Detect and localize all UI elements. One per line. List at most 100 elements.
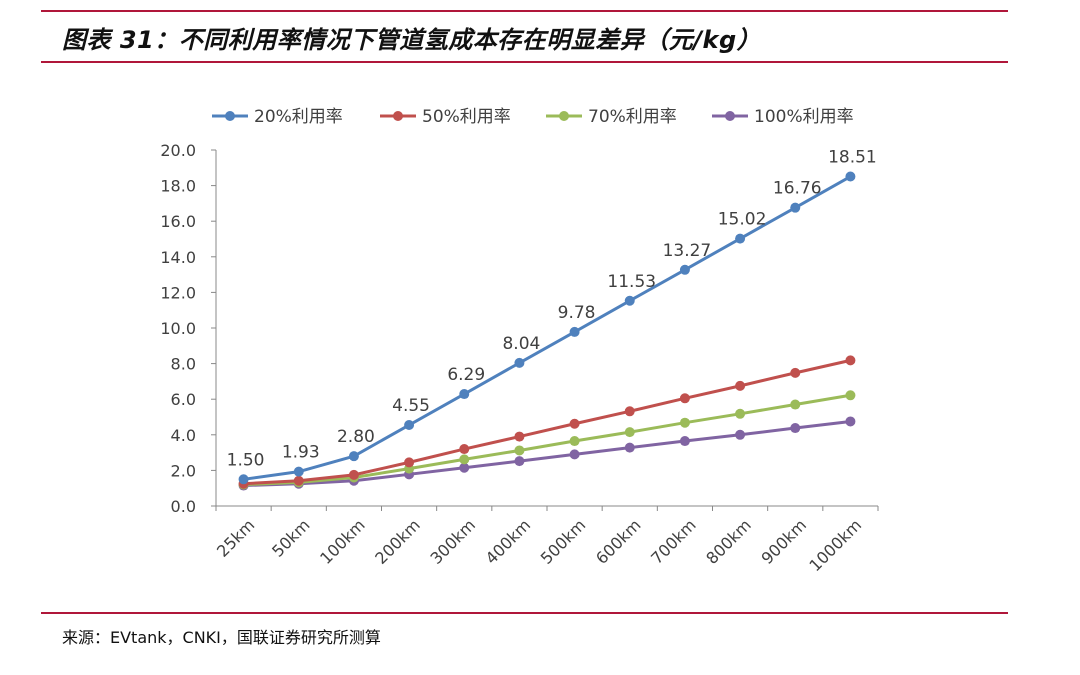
data-label: 2.80 [337,427,375,447]
top-rule [41,10,1008,12]
series-line [243,419,851,488]
data-point [735,380,746,391]
series-group [238,390,856,490]
data-point [348,469,359,480]
data-point [404,457,415,468]
legend-item: 100%利用率 [712,107,854,127]
data-point [293,475,304,486]
data-label: 11.53 [607,272,656,292]
data-point [624,295,635,306]
y-tick-label: 18.0 [160,177,196,196]
data-point [569,436,580,447]
title-underline [41,61,1008,63]
data-point [569,326,580,337]
legend-label: 100%利用率 [754,107,854,127]
data-point [514,445,525,456]
data-point [293,466,304,477]
series-line [243,358,851,486]
data-point [845,416,856,427]
legend-label: 50%利用率 [422,107,511,127]
legend-swatch-marker [725,111,735,121]
data-label: 18.51 [828,148,877,168]
data-point [790,202,801,213]
series-group [238,355,856,489]
data-point [624,427,635,438]
data-point [845,390,856,401]
x-tick-label: 800km [702,515,755,568]
y-tick-label: 14.0 [160,248,196,267]
data-point [569,418,580,429]
line-chart: 20%利用率 50%利用率 70%利用率 100%利用率 0.0 2.0 4.0 6.0 8.… [160,107,879,575]
series-line [243,175,852,481]
data-point [735,408,746,419]
x-tick-label: 700km [647,515,700,568]
x-tick-label: 25km [213,515,258,560]
data-point [238,474,249,485]
data-point [624,406,635,417]
y-tick-label: 0.0 [171,497,196,516]
data-label: 4.55 [392,396,430,416]
chart-legend: 20%利用率 50%利用率 70%利用率 100%利用率 [212,107,854,127]
data-point [348,451,359,462]
data-point [679,264,690,275]
x-tick-label: 600km [592,515,645,568]
series-layer [238,171,856,491]
legend-swatch-marker [393,111,403,121]
y-axis: 0.0 2.0 4.0 6.0 8.0 10.0 12.0 14.0 16.0 18.0 20.0 [160,141,217,516]
data-point [679,417,690,428]
data-label: 16.76 [773,179,822,199]
legend-item: 20%利用率 [212,107,343,127]
data-point [735,429,746,440]
data-point [514,431,525,442]
data-label: 9.78 [558,303,596,323]
x-tick-label: 300km [426,515,479,568]
y-tick-label: 4.0 [171,426,196,445]
data-point [514,456,525,467]
data-point [845,171,856,182]
x-tick-label: 1000km [805,515,865,575]
data-point [790,423,801,434]
data-point [845,355,856,366]
data-point [459,454,470,465]
y-tick-label: 2.0 [171,461,196,480]
series-group [238,171,856,485]
data-label: 8.04 [502,334,540,354]
legend-swatch-marker [225,111,235,121]
data-label: 15.02 [718,210,767,230]
data-point [624,442,635,453]
data-point [459,389,470,400]
data-label: 13.27 [663,241,712,261]
x-tick-label: 900km [757,515,810,568]
figure-source: 来源：EVtank，CNKI，国联证券研究所测算 [62,628,381,647]
bottom-rule [41,612,1008,614]
y-tick-label: 10.0 [160,319,196,338]
x-tick-label: 500km [537,515,590,568]
x-tick-label: 200km [371,515,424,568]
series-line [243,393,851,487]
data-label: 6.29 [447,365,485,385]
y-tick-label: 16.0 [160,212,196,231]
data-label: 1.50 [227,450,265,470]
legend-label: 70%利用率 [588,107,677,127]
data-point [459,444,470,455]
y-tick-label: 20.0 [160,141,196,160]
y-tick-label: 12.0 [160,283,196,302]
data-label: 1.93 [282,443,320,463]
figure-title: 图表 31：不同利用率情况下管道氢成本存在明显差异（元/kg） [62,26,762,54]
x-tick-label: 100km [316,515,369,568]
data-point [514,357,525,368]
y-tick-label: 8.0 [171,355,196,374]
x-tick-label: 50km [268,515,313,560]
data-labels: 1.50 1.93 2.80 4.55 6.29 8.04 9.78 11.53 13.27 15… [227,148,877,471]
data-point [404,420,415,431]
x-axis: 25km 50km 100km 200km 300km 400km 500km 600km 70… [213,505,879,575]
data-point [679,393,690,404]
data-point [569,449,580,460]
legend-swatch-marker [559,111,569,121]
data-point [790,367,801,378]
data-point [679,436,690,447]
legend-item: 70%利用率 [546,107,677,127]
y-tick-label: 6.0 [171,390,196,409]
legend-item: 50%利用率 [380,107,511,127]
data-point [459,462,470,473]
